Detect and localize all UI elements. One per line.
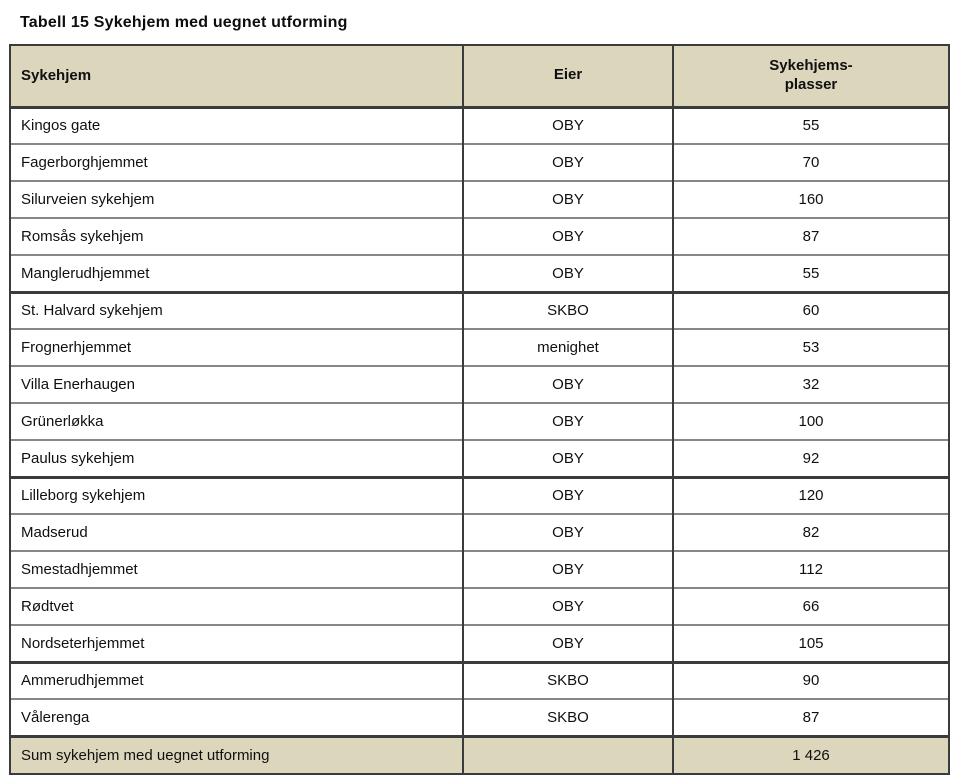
cell-eier: OBY (462, 402, 674, 440)
cell-eier: OBY (462, 254, 674, 294)
cell-plasser: 87 (672, 698, 950, 736)
cell-eier: SKBO (462, 661, 674, 699)
cell-plasser: 53 (672, 328, 950, 366)
cell-plasser: 112 (672, 550, 950, 588)
cell-plasser: 60 (672, 291, 950, 329)
table-row: Kingos gate OBY 55 (9, 107, 950, 144)
table-row: Ammerudhjemmet SKBO 90 (9, 661, 950, 699)
table-row: Madserud OBY 82 (9, 513, 950, 551)
cell-sykehjem: Ammerudhjemmet (9, 661, 464, 699)
cell-sykehjem: Grünerløkka (9, 402, 464, 440)
cell-plasser: 55 (672, 107, 950, 144)
cell-sykehjem: Madserud (9, 513, 464, 551)
cell-plasser: 90 (672, 661, 950, 699)
cell-eier: OBY (462, 107, 674, 144)
cell-sykehjem: Paulus sykehjem (9, 439, 464, 479)
table-row: Villa Enerhaugen OBY 32 (9, 365, 950, 403)
cell-eier: OBY (462, 217, 674, 255)
table-row: Rødtvet OBY 66 (9, 587, 950, 625)
table-title: Tabell 15 Sykehjem med uegnet utforming (20, 14, 348, 31)
cell-sykehjem: Fagerborghjemmet (9, 143, 464, 181)
sum-plasser-cell: 1 426 (672, 734, 950, 774)
table-row: Nordseterhjemmet OBY 105 (9, 624, 950, 664)
table-row: Fagerborghjemmet OBY 70 (9, 143, 950, 181)
sum-row: Sum sykehjem med uegnet utforming 1 426 (9, 734, 950, 774)
header-row: Sykehjem Eier Sykehjems- plasser (9, 45, 950, 109)
cell-plasser: 160 (672, 180, 950, 218)
cell-eier: OBY (462, 365, 674, 403)
cell-plasser: 105 (672, 624, 950, 664)
cell-sykehjem: Vålerenga (9, 698, 464, 736)
cell-sykehjem: Manglerudhjemmet (9, 254, 464, 294)
cell-sykehjem: Frognerhjemmet (9, 328, 464, 366)
header-cell-sykehjem: Sykehjem (9, 45, 464, 109)
cell-eier: OBY (462, 476, 674, 514)
cell-eier: OBY (462, 513, 674, 551)
table-row: St. Halvard sykehjem SKBO 60 (9, 291, 950, 329)
table-header: Sykehjem Eier Sykehjems- plasser (9, 45, 950, 109)
cell-plasser: 92 (672, 439, 950, 479)
sum-label-cell: Sum sykehjem med uegnet utforming (9, 734, 464, 774)
cell-sykehjem: Kingos gate (9, 107, 464, 144)
cell-sykehjem: Lilleborg sykehjem (9, 476, 464, 514)
cell-eier: OBY (462, 439, 674, 479)
cell-eier: OBY (462, 624, 674, 664)
table-row: Lilleborg sykehjem OBY 120 (9, 476, 950, 514)
cell-eier: OBY (462, 180, 674, 218)
cell-plasser: 32 (672, 365, 950, 403)
cell-plasser: 66 (672, 587, 950, 625)
table-row: Frognerhjemmet menighet 53 (9, 328, 950, 366)
cell-sykehjem: Rødtvet (9, 587, 464, 625)
table-row: Paulus sykehjem OBY 92 (9, 439, 950, 479)
cell-plasser: 120 (672, 476, 950, 514)
header-cell-eier: Eier (462, 45, 674, 109)
cell-eier: SKBO (462, 698, 674, 736)
cell-sykehjem: St. Halvard sykehjem (9, 291, 464, 329)
cell-eier: SKBO (462, 291, 674, 329)
table-body: Kingos gate OBY 55 Fagerborghjemmet OBY 70 Sil… (9, 107, 950, 736)
cell-eier: OBY (462, 550, 674, 588)
cell-eier: OBY (462, 143, 674, 181)
table-row: Romsås sykehjem OBY 87 (9, 217, 950, 255)
cell-sykehjem: Silurveien sykehjem (9, 180, 464, 218)
table-footer: Sum sykehjem med uegnet utforming 1 426 (9, 734, 950, 774)
cell-plasser: 87 (672, 217, 950, 255)
cell-eier: menighet (462, 328, 674, 366)
table-row: Manglerudhjemmet OBY 55 (9, 254, 950, 294)
cell-sykehjem: Smestadhjemmet (9, 550, 464, 588)
table-row: Silurveien sykehjem OBY 160 (9, 180, 950, 218)
cell-eier: OBY (462, 587, 674, 625)
table-row: Grünerløkka OBY 100 (9, 402, 950, 440)
table-row: Vålerenga SKBO 87 (9, 698, 950, 736)
cell-plasser: 100 (672, 402, 950, 440)
cell-sykehjem: Romsås sykehjem (9, 217, 464, 255)
cell-sykehjem: Villa Enerhaugen (9, 365, 464, 403)
cell-plasser: 82 (672, 513, 950, 551)
sum-eier-cell (462, 734, 674, 774)
sykehjem-table: Sykehjem Eier Sykehjems- plasser Kingos … (9, 44, 950, 775)
cell-plasser: 55 (672, 254, 950, 294)
table-row: Smestadhjemmet OBY 112 (9, 550, 950, 588)
cell-sykehjem: Nordseterhjemmet (9, 624, 464, 664)
header-cell-plasser: Sykehjems- plasser (672, 45, 950, 109)
cell-plasser: 70 (672, 143, 950, 181)
